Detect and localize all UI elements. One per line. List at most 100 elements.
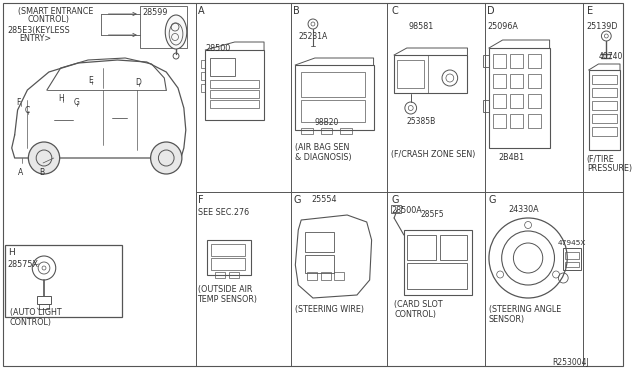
Bar — [591, 101, 617, 110]
Bar — [321, 128, 333, 134]
Bar — [483, 55, 489, 67]
Text: C: C — [391, 6, 398, 16]
Bar — [563, 248, 581, 270]
Text: (AIR BAG SEN: (AIR BAG SEN — [295, 143, 349, 152]
Polygon shape — [589, 64, 620, 70]
Bar — [301, 128, 313, 134]
Bar — [511, 74, 523, 88]
Text: (OUTSIDE AIR: (OUTSIDE AIR — [198, 285, 252, 294]
Text: 25096A: 25096A — [487, 22, 518, 31]
Bar — [440, 235, 467, 260]
Bar — [591, 114, 617, 123]
Text: G: G — [391, 195, 399, 205]
Text: (F/TIRE: (F/TIRE — [587, 155, 614, 164]
Bar — [483, 100, 489, 112]
Text: F: F — [17, 98, 21, 107]
Text: 28500: 28500 — [205, 44, 230, 53]
Text: CONTROL): CONTROL) — [10, 318, 52, 327]
Text: 2B4B1: 2B4B1 — [499, 153, 525, 162]
Text: C: C — [24, 106, 29, 115]
Text: 98581: 98581 — [409, 22, 434, 31]
Bar — [493, 54, 506, 68]
Bar — [211, 258, 246, 270]
Circle shape — [150, 142, 182, 174]
Bar — [305, 232, 335, 252]
Text: E: E — [587, 6, 593, 16]
Text: 285F5: 285F5 — [420, 210, 444, 219]
Bar — [321, 272, 330, 280]
Text: (AUTO LIGHT: (AUTO LIGHT — [10, 308, 61, 317]
Bar — [215, 272, 225, 278]
Text: 25231A: 25231A — [298, 32, 328, 41]
Bar — [205, 50, 264, 120]
Bar — [305, 255, 335, 273]
Text: CONTROL): CONTROL) — [28, 15, 69, 24]
Text: (SMART ENTRANCE: (SMART ENTRANCE — [18, 7, 93, 16]
Text: 25385B: 25385B — [407, 117, 436, 126]
Bar — [565, 262, 579, 267]
Text: G: G — [293, 195, 301, 205]
Bar — [140, 6, 187, 48]
Bar — [202, 60, 205, 68]
Text: (STEERING ANGLE: (STEERING ANGLE — [489, 305, 561, 314]
Text: 28500A: 28500A — [391, 206, 422, 215]
Text: E: E — [88, 76, 93, 85]
Text: 24330A: 24330A — [509, 205, 539, 214]
Text: A: A — [198, 6, 204, 16]
Text: 285E3(KEYLESS: 285E3(KEYLESS — [8, 26, 70, 35]
Bar — [493, 74, 506, 88]
Bar — [211, 58, 235, 76]
Bar — [528, 94, 541, 108]
Bar — [511, 94, 523, 108]
Bar — [511, 54, 523, 68]
Bar — [211, 80, 259, 88]
Polygon shape — [394, 48, 467, 55]
Text: 98B20: 98B20 — [315, 118, 339, 127]
Bar — [591, 88, 617, 97]
Bar — [493, 114, 506, 128]
Bar — [565, 252, 579, 259]
Bar — [211, 100, 259, 108]
Polygon shape — [489, 40, 550, 48]
Text: G: G — [74, 98, 79, 107]
Bar — [307, 272, 317, 280]
Bar — [407, 235, 436, 260]
Bar — [511, 114, 523, 128]
Bar — [335, 272, 344, 280]
Bar — [591, 75, 617, 84]
Bar — [340, 128, 352, 134]
Bar — [301, 72, 365, 97]
Bar — [528, 74, 541, 88]
Bar — [397, 60, 424, 88]
Bar — [528, 114, 541, 128]
Text: SENSOR): SENSOR) — [489, 315, 525, 324]
Bar — [591, 127, 617, 136]
Bar — [528, 54, 541, 68]
Bar — [391, 205, 401, 213]
Text: R253004J: R253004J — [552, 358, 589, 367]
Text: B: B — [293, 6, 300, 16]
Bar — [211, 90, 259, 98]
Bar — [493, 94, 506, 108]
Text: ENTRY>: ENTRY> — [20, 34, 52, 43]
Text: SEE SEC.276: SEE SEC.276 — [198, 208, 249, 217]
Text: (STEERING WIRE): (STEERING WIRE) — [295, 305, 364, 314]
Text: 25554: 25554 — [311, 195, 337, 204]
Ellipse shape — [165, 15, 187, 49]
Bar — [202, 84, 205, 92]
Text: 28575X: 28575X — [8, 260, 39, 269]
Text: (CARD SLOT: (CARD SLOT — [394, 300, 443, 309]
Text: D: D — [487, 6, 495, 16]
Text: A: A — [18, 168, 23, 177]
Text: G: G — [489, 195, 497, 205]
Bar — [489, 48, 550, 148]
Bar — [301, 100, 365, 122]
Text: CONTROL): CONTROL) — [394, 310, 436, 319]
Text: TEMP SENSOR): TEMP SENSOR) — [198, 295, 257, 304]
Bar — [229, 272, 239, 278]
Text: & DIAGNOSIS): & DIAGNOSIS) — [295, 153, 352, 162]
Bar — [404, 230, 472, 295]
Bar — [394, 55, 467, 93]
Text: 25139D: 25139D — [587, 22, 618, 31]
Text: 28599: 28599 — [143, 8, 168, 17]
